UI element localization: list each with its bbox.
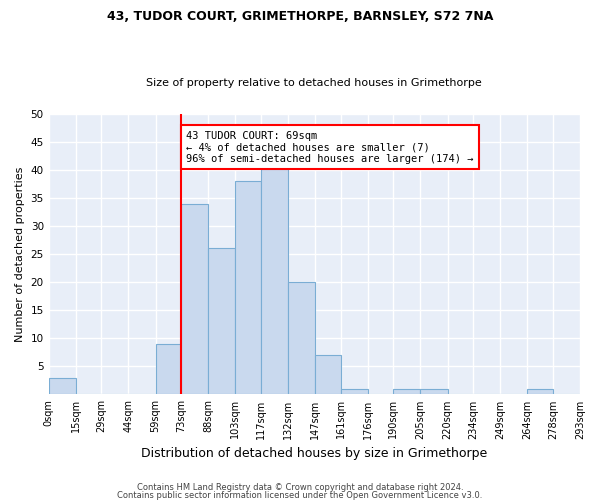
Y-axis label: Number of detached properties: Number of detached properties — [15, 166, 25, 342]
Text: 43 TUDOR COURT: 69sqm
← 4% of detached houses are smaller (7)
96% of semi-detach: 43 TUDOR COURT: 69sqm ← 4% of detached h… — [187, 130, 474, 164]
Bar — [49, 378, 76, 394]
Bar — [181, 204, 208, 394]
Bar — [341, 389, 368, 394]
Bar — [421, 389, 448, 394]
X-axis label: Distribution of detached houses by size in Grimethorpe: Distribution of detached houses by size … — [141, 447, 487, 460]
Bar — [208, 248, 235, 394]
Bar — [155, 344, 181, 395]
Bar — [393, 389, 421, 394]
Text: Contains HM Land Registry data © Crown copyright and database right 2024.: Contains HM Land Registry data © Crown c… — [137, 484, 463, 492]
Title: Size of property relative to detached houses in Grimethorpe: Size of property relative to detached ho… — [146, 78, 482, 88]
Bar — [527, 389, 553, 394]
Text: Contains public sector information licensed under the Open Government Licence v3: Contains public sector information licen… — [118, 490, 482, 500]
Text: 43, TUDOR COURT, GRIMETHORPE, BARNSLEY, S72 7NA: 43, TUDOR COURT, GRIMETHORPE, BARNSLEY, … — [107, 10, 493, 23]
Bar — [261, 164, 288, 394]
Bar — [235, 181, 261, 394]
Bar — [315, 355, 341, 395]
Bar — [288, 282, 315, 395]
